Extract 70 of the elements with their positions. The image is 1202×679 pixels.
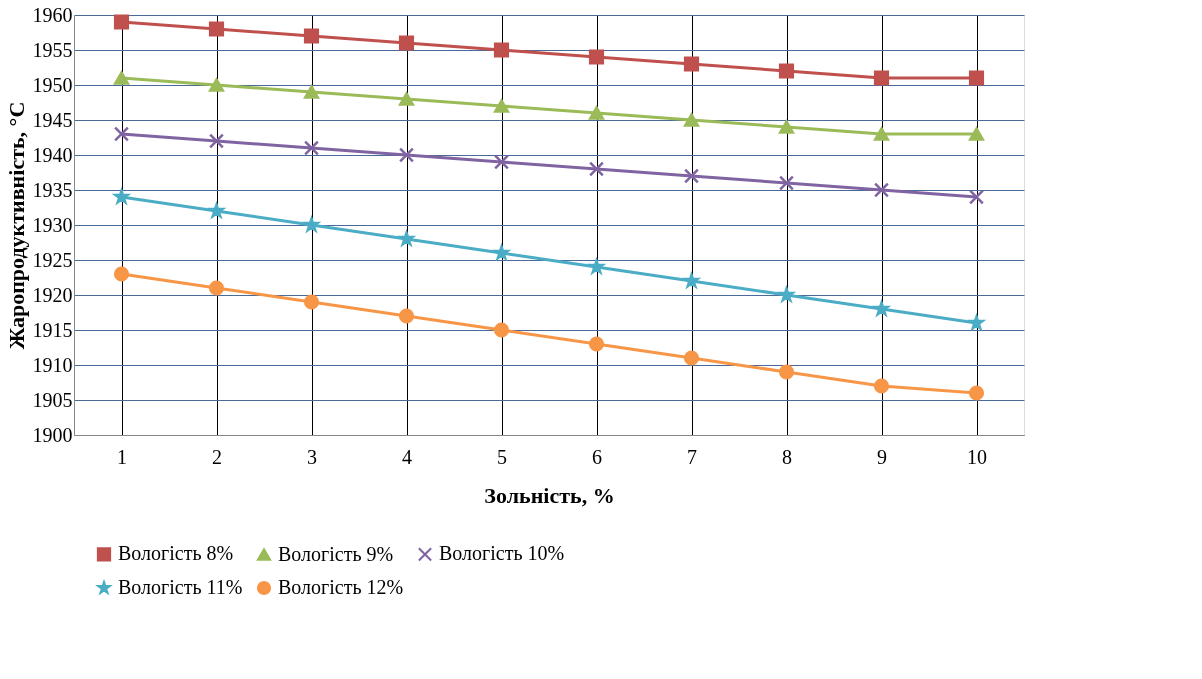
y-tick-label: 1910 [32,353,73,376]
point [398,35,415,51]
point [778,175,795,191]
point [683,56,700,72]
point [493,322,510,338]
point [303,140,320,156]
point [968,385,985,401]
x-tick-label: 5 [497,445,507,468]
legend-label: Вологість 10% [439,542,565,565]
y-tick-label: 1935 [32,178,73,201]
x-tick-label: 4 [402,445,412,468]
point [873,70,890,86]
point [493,154,510,170]
point [588,161,605,177]
x-tick-label: 6 [592,445,602,468]
point [398,308,415,324]
x-tick-label: 7 [687,445,697,468]
legend-label: Вологість 9% [278,542,394,565]
point [208,21,225,37]
point [303,294,320,310]
point [588,336,605,352]
point [208,78,225,92]
point [303,28,320,44]
point [208,280,225,296]
y-tick-label: 1945 [32,108,73,131]
point [113,14,130,30]
legend-label: Вологість 11% [118,576,243,598]
point [778,364,795,380]
y-tick-label: 1925 [32,248,73,271]
point [873,127,890,141]
x-tick-label: 8 [782,445,792,468]
legend-label: Вологість 8% [118,542,234,565]
point [683,113,700,127]
point [778,63,795,79]
y-axis-title: Жаропродуктивність, °С [3,101,29,350]
y-tick-label: 1915 [32,318,73,341]
y-tick-label: 1930 [32,213,73,236]
legend-label: Вологість 12% [278,576,404,598]
point [493,99,510,113]
y-tick-label: 1920 [32,283,73,306]
x-tick-label: 3 [307,445,317,468]
point [873,182,890,198]
point [968,127,985,141]
point [398,147,415,163]
y-tick-label: 1940 [32,143,73,166]
point [588,106,605,120]
point [683,350,700,366]
point [968,189,985,205]
point [113,266,130,282]
point [588,49,605,65]
y-tick-label: 1950 [32,73,73,96]
y-tick-label: 1955 [32,38,73,61]
x-tick-label: 2 [212,445,222,468]
point [683,168,700,184]
x-tick-label: 10 [967,445,987,468]
point [208,133,225,149]
x-tick-label: 9 [877,445,887,468]
point [968,70,985,86]
point [113,126,130,142]
point [303,85,320,99]
y-tick-label: 1900 [32,423,73,446]
y-tick-label: 1960 [32,3,73,26]
x-tick-label: 1 [117,445,127,468]
y-tick-label: 1905 [32,388,73,411]
point [778,120,795,134]
point [113,71,130,85]
x-axis-title: Зольність, % [484,482,615,508]
point [873,378,890,394]
point [398,92,415,106]
point [493,42,510,58]
